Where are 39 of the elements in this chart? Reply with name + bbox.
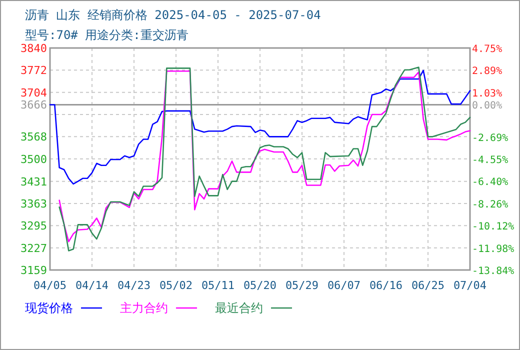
x-tick-label: 06/25 (411, 279, 445, 292)
y2-tick-label: -13.84% (472, 266, 514, 277)
chart-subtitle: 型号:70# 用途分类:重交沥青 (25, 28, 188, 42)
y2-tick-label: 4.75% (472, 44, 502, 55)
x-tick-label: 05/02 (159, 279, 193, 292)
legend-label: 现货价格 (25, 301, 73, 315)
y-tick-label: 3568 (20, 130, 47, 144)
y-tick-label: 3666 (20, 98, 47, 112)
x-tick-label: 05/20 (243, 279, 277, 292)
legend-label: 最近合约 (215, 301, 263, 315)
x-tick-label: 05/11 (201, 279, 235, 292)
y2-tick-label: 2.89% (472, 66, 502, 78)
chart-title: 沥青 山东 经销商价格 2025-04-05 - 2025-07-04 (25, 8, 321, 22)
x-tick-label: 06/16 (369, 279, 403, 292)
x-tick-label: 06/07 (327, 279, 361, 292)
y2-tick-label: -2.69% (472, 132, 508, 144)
y2-tick-label: 1.03% (472, 88, 502, 100)
x-tick-label: 07/04 (453, 279, 487, 292)
x-tick-label: 04/05 (33, 279, 67, 292)
line-series (49, 70, 471, 185)
y-tick-label: 3431 (20, 175, 47, 188)
y-tick-label: 3500 (20, 152, 47, 166)
y2-tick-label: -4.55% (472, 155, 508, 166)
y-tick-label: 3840 (20, 42, 47, 55)
y2-tick-label: 0.00% (472, 100, 502, 112)
legend-label: 主力合约 (120, 301, 168, 315)
x-tick-label: 04/23 (117, 279, 151, 292)
x-tick-label: 04/14 (75, 279, 109, 292)
y2-tick-label: -11.98% (472, 244, 514, 255)
y-tick-label: 3295 (20, 220, 47, 233)
y2-tick-label: -6.40% (472, 177, 508, 188)
y-tick-label: 3704 (20, 86, 48, 100)
y-tick-label: 3159 (20, 264, 47, 277)
y-tick-label: 3772 (20, 64, 47, 78)
y2-tick-label: -8.26% (472, 199, 508, 210)
y-tick-label: 3363 (20, 198, 47, 210)
y2-tick-label: -10.12% (472, 222, 514, 233)
x-tick-label: 05/29 (285, 279, 319, 292)
y-tick-label: 3227 (20, 242, 47, 255)
